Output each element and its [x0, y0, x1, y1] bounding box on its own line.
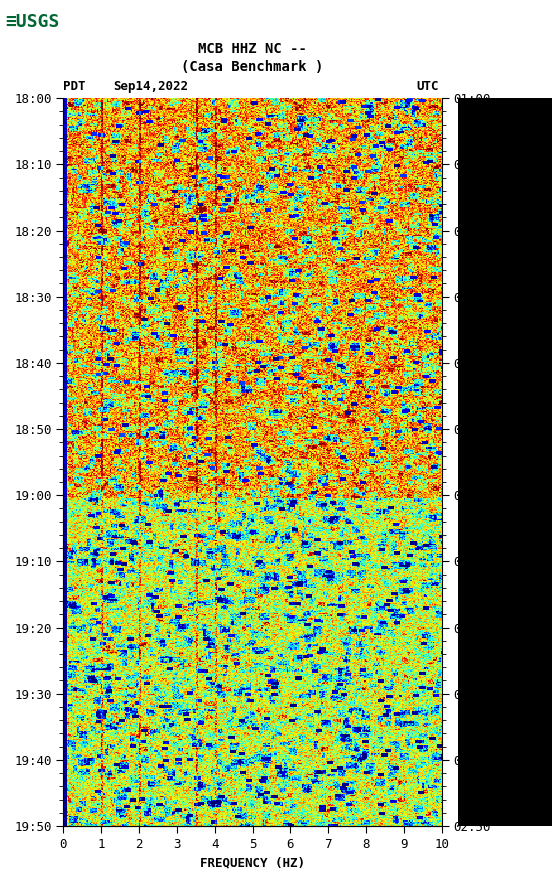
Text: (Casa Benchmark ): (Casa Benchmark ): [182, 60, 323, 74]
Text: UTC: UTC: [416, 80, 439, 93]
X-axis label: FREQUENCY (HZ): FREQUENCY (HZ): [200, 856, 305, 870]
Text: Sep14,2022: Sep14,2022: [113, 80, 188, 93]
Text: ≡USGS: ≡USGS: [6, 13, 60, 31]
Text: MCB HHZ NC --: MCB HHZ NC --: [198, 42, 307, 56]
Text: PDT: PDT: [63, 80, 86, 93]
